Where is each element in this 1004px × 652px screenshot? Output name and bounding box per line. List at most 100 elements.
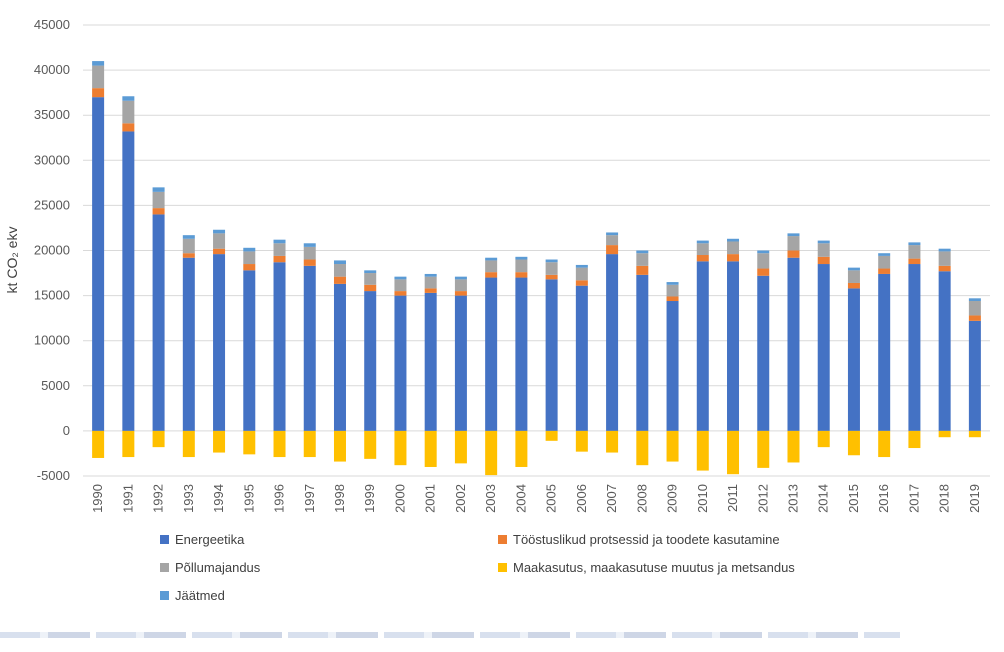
- x-tick-label: 1997: [302, 484, 317, 513]
- bar-segment-negative: [485, 430, 498, 476]
- bar-segment: [333, 264, 346, 277]
- bar-segment: [364, 273, 377, 285]
- bar-segment: [364, 291, 377, 431]
- bar-segment: [243, 251, 256, 265]
- bar-segment: [122, 131, 135, 431]
- bar-segment: [787, 257, 800, 431]
- bar-segment: [92, 61, 105, 66]
- x-tick-label: 2012: [755, 484, 770, 513]
- legend-swatch: [498, 563, 507, 572]
- bar-segment: [92, 97, 105, 431]
- bar-segment: [273, 255, 286, 263]
- bar-segment: [213, 254, 226, 431]
- bar-segment-negative: [787, 430, 800, 463]
- bar-segment: [273, 243, 286, 256]
- legend-label: Maakasutus, maakasutuse muutus ja metsan…: [513, 560, 795, 575]
- legend-swatch: [160, 563, 169, 572]
- bar-segment: [968, 298, 981, 302]
- bar-segment: [938, 271, 951, 431]
- bar-segment-negative: [182, 430, 195, 458]
- bar-segment: [968, 315, 981, 321]
- x-tick-label: 1995: [241, 484, 256, 513]
- bar-segment-negative: [92, 430, 105, 458]
- bar-segment: [696, 243, 709, 256]
- bar-segment-negative: [454, 430, 467, 464]
- x-tick-label: 1994: [211, 484, 226, 513]
- bar-segment-negative: [213, 430, 226, 453]
- bar-segment-negative: [817, 430, 830, 448]
- bar-segment: [757, 250, 770, 254]
- x-tick-label: 2003: [483, 484, 498, 513]
- bar-segment: [213, 248, 226, 255]
- x-tick-label: 2018: [937, 484, 952, 513]
- bar-segment: [454, 279, 467, 292]
- bar-segment: [575, 264, 588, 268]
- bar-segment: [152, 187, 165, 192]
- bar-segment-negative: [968, 430, 981, 438]
- bar-segment: [968, 320, 981, 431]
- bar-segment: [696, 240, 709, 244]
- caption-blur: [0, 632, 900, 638]
- bar-segment: [696, 261, 709, 431]
- bar-segment-negative: [273, 430, 286, 458]
- bar-segment: [847, 288, 860, 431]
- y-tick-label: 45000: [34, 17, 70, 32]
- bar-segment: [575, 267, 588, 281]
- legend-label: Põllumajandus: [175, 560, 261, 575]
- bar-segment: [303, 243, 316, 247]
- bars: [92, 61, 981, 476]
- bar-segment: [727, 241, 740, 255]
- bar-segment: [273, 262, 286, 431]
- x-tick-label: 2011: [725, 484, 740, 512]
- bar-segment: [122, 100, 135, 124]
- legend-label: Jäätmed: [175, 588, 225, 603]
- bar-segment: [606, 245, 619, 255]
- bar-segment: [727, 238, 740, 242]
- bar-segment: [394, 276, 407, 280]
- bar-segment: [273, 239, 286, 244]
- x-tick-label: 2015: [846, 484, 861, 513]
- y-tick-label: 10000: [34, 333, 70, 348]
- bar-segment: [122, 96, 135, 101]
- bar-segment-negative: [696, 430, 709, 471]
- bar-segment: [757, 268, 770, 276]
- legend-swatch: [498, 535, 507, 544]
- bar-segment: [454, 295, 467, 431]
- bar-segment-negative: [243, 430, 256, 455]
- bar-segment: [424, 273, 437, 277]
- bar-segment: [878, 268, 891, 274]
- bar-segment-negative: [938, 430, 951, 438]
- bar-segment-negative: [333, 430, 346, 462]
- bar-segment: [666, 282, 679, 285]
- bar-segment-negative: [727, 430, 740, 475]
- y-tick-label: -5000: [37, 468, 70, 483]
- x-tick-label: 2007: [604, 484, 619, 513]
- bar-segment: [847, 270, 860, 283]
- bar-segment: [757, 275, 770, 431]
- x-tick-label: 2014: [816, 484, 831, 513]
- bar-segment-negative: [606, 430, 619, 453]
- bar-segment: [515, 277, 528, 431]
- bar-segment-negative: [847, 430, 860, 456]
- y-tick-label: 40000: [34, 62, 70, 77]
- bar-segment: [394, 295, 407, 431]
- x-tick-label: 2000: [392, 484, 407, 513]
- x-tick-label: 2006: [574, 484, 589, 513]
- y-tick-label: 0: [63, 423, 70, 438]
- bar-segment: [908, 264, 921, 431]
- bar-segment-negative: [364, 430, 377, 459]
- y-tick-label: 5000: [41, 378, 70, 393]
- legend-item: Tööstuslikud protsessid ja toodete kasut…: [498, 532, 780, 547]
- bar-segment: [424, 276, 437, 289]
- x-tick-label: 1991: [120, 484, 135, 513]
- bar-segment: [152, 191, 165, 209]
- bar-segment-negative: [908, 430, 921, 449]
- legend-item: Energeetika: [160, 532, 244, 547]
- bar-segment: [485, 272, 498, 278]
- x-tick-label: 2009: [665, 484, 680, 513]
- bar-segment: [182, 238, 195, 254]
- bar-segment: [243, 247, 256, 252]
- bar-segment: [333, 260, 346, 265]
- bar-segment-negative: [394, 430, 407, 466]
